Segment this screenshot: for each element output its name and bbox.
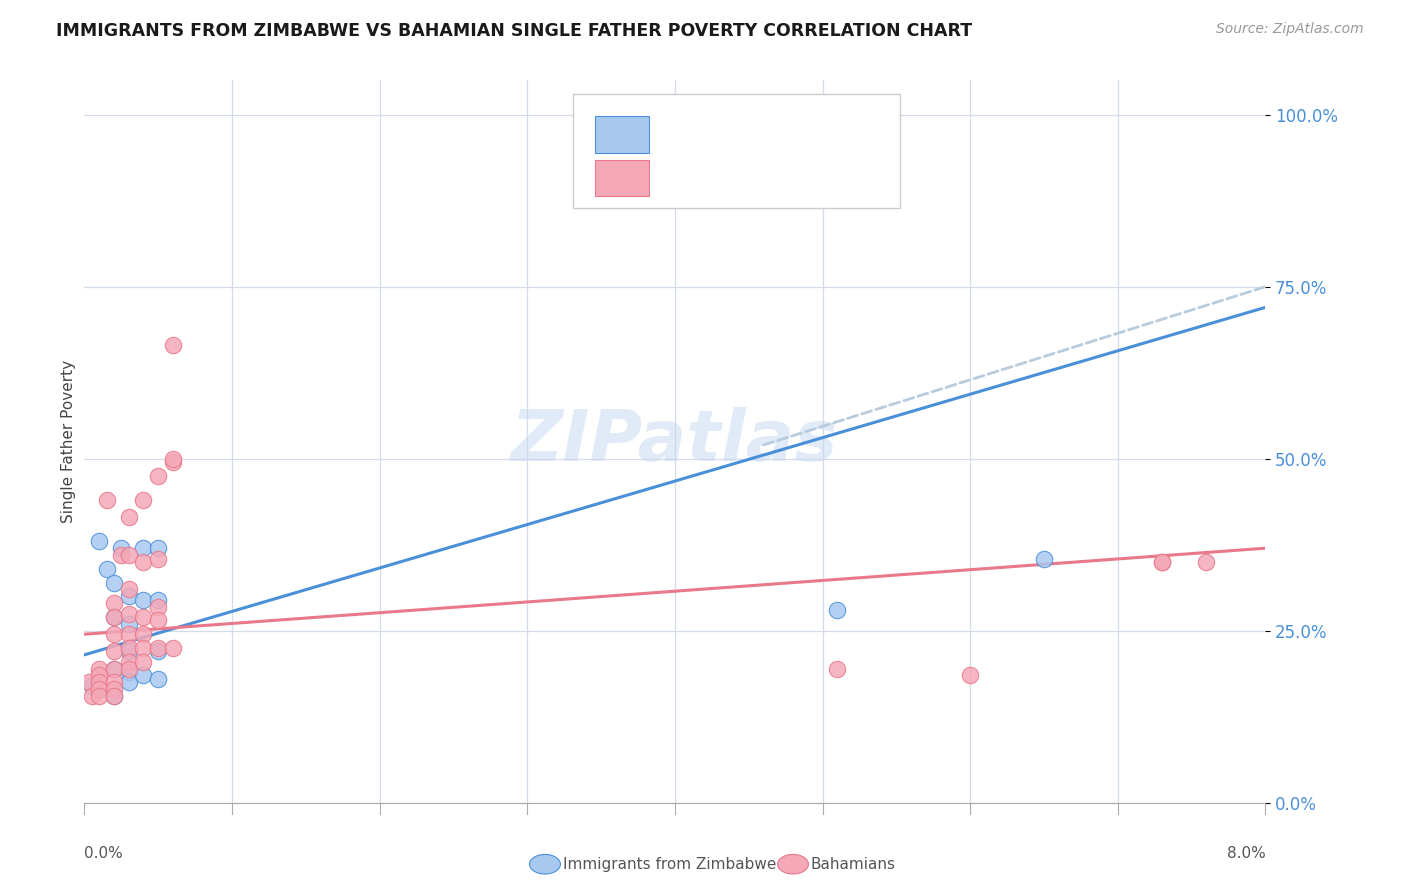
Point (118, 640, 141, 655)
Point (118, 655, 141, 669)
Point (118, 665, 141, 679)
Point (132, 592, 155, 607)
Point (87, 675, 111, 690)
Text: Bahamians: Bahamians (811, 856, 896, 871)
Text: 0.0%: 0.0% (84, 847, 124, 861)
Point (103, 662, 125, 676)
Point (103, 575, 125, 590)
Text: Immigrants from Zimbabwe: Immigrants from Zimbabwe (562, 856, 776, 871)
Point (87, 668, 111, 682)
Point (118, 590, 141, 604)
Point (110, 548, 132, 562)
Text: IMMIGRANTS FROM ZIMBABWE VS BAHAMIAN SINGLE FATHER POVERTY CORRELATION CHART: IMMIGRANTS FROM ZIMBABWE VS BAHAMIAN SIN… (56, 22, 973, 40)
Point (827, 603, 849, 617)
Text: R = 0.315: R = 0.315 (661, 124, 759, 142)
Y-axis label: Single Father Poverty: Single Father Poverty (60, 360, 76, 523)
Point (162, 455, 184, 469)
Point (148, 644, 170, 658)
Point (959, 668, 981, 682)
Point (103, 675, 125, 690)
Point (87, 689, 111, 703)
Point (1150, 555, 1173, 569)
Point (132, 668, 155, 682)
Point (148, 541, 170, 556)
Point (827, 662, 849, 676)
Point (103, 644, 125, 658)
Point (148, 640, 170, 655)
Point (87, 534, 111, 549)
Point (118, 607, 141, 621)
Point (103, 662, 125, 676)
Point (118, 644, 141, 658)
Point (80, 689, 103, 703)
Point (148, 551, 170, 566)
Point (148, 599, 170, 614)
Point (162, 640, 184, 655)
Point (132, 555, 155, 569)
Point (77, 675, 100, 690)
Point (87, 662, 111, 676)
Text: 8.0%: 8.0% (1226, 847, 1265, 861)
Point (103, 689, 125, 703)
Point (103, 610, 125, 624)
Point (118, 510, 141, 524)
Text: R = 0.237: R = 0.237 (661, 168, 759, 186)
Point (148, 469, 170, 483)
Text: N = 22: N = 22 (769, 124, 837, 142)
Point (1033, 551, 1056, 566)
Point (103, 689, 125, 703)
Point (87, 682, 111, 697)
Point (118, 582, 141, 597)
Point (118, 616, 141, 631)
Point (1195, 555, 1218, 569)
Point (118, 675, 141, 690)
Text: N = 39: N = 39 (769, 168, 837, 186)
Point (96, 493, 118, 508)
Point (103, 682, 125, 697)
Text: Source: ZipAtlas.com: Source: ZipAtlas.com (1216, 22, 1364, 37)
Point (132, 655, 155, 669)
Text: ZIPatlas: ZIPatlas (512, 407, 838, 476)
Point (148, 614, 170, 628)
Point (118, 548, 141, 562)
Point (118, 662, 141, 676)
Point (103, 610, 125, 624)
Point (162, 338, 184, 352)
Point (148, 592, 170, 607)
Point (80, 679, 103, 693)
Point (96, 562, 118, 576)
Point (110, 541, 132, 556)
Point (132, 541, 155, 556)
Point (87, 682, 111, 697)
Point (132, 627, 155, 641)
Point (118, 627, 141, 641)
Point (103, 627, 125, 641)
Point (132, 640, 155, 655)
Point (1150, 555, 1173, 569)
Point (132, 610, 155, 624)
Point (162, 451, 184, 466)
Point (103, 596, 125, 610)
Point (148, 672, 170, 686)
Point (132, 493, 155, 508)
